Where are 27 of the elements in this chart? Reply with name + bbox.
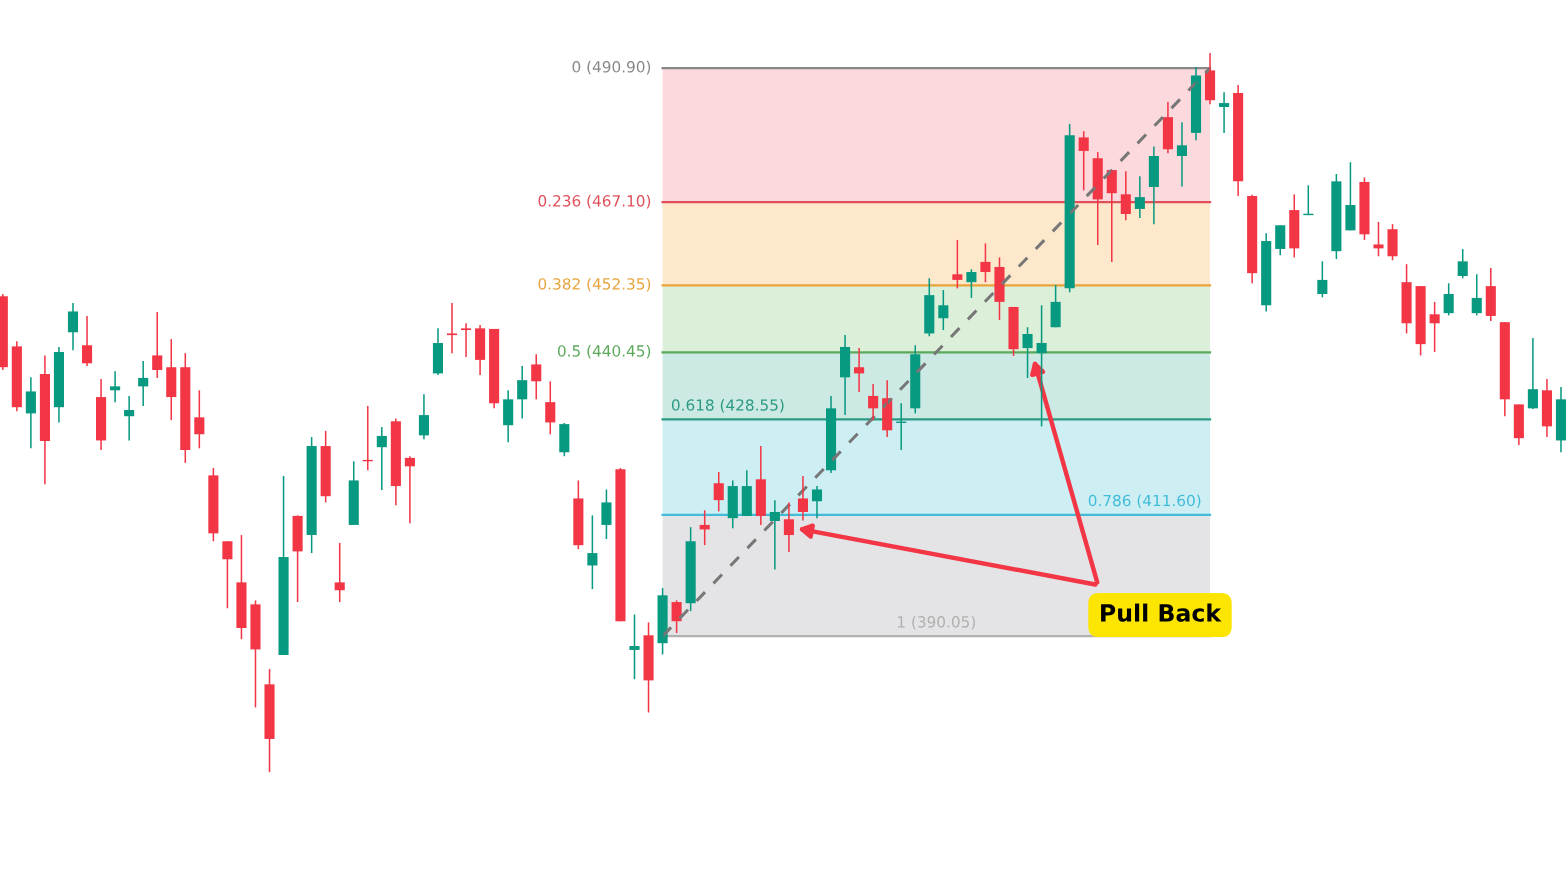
candlestick (601, 488, 612, 540)
candlestick (1359, 176, 1370, 241)
candlestick (334, 542, 345, 603)
candlestick (1022, 326, 1033, 379)
candlestick (1387, 223, 1398, 261)
candlestick (264, 668, 275, 773)
candlestick (1373, 221, 1384, 258)
candlestick (615, 467, 626, 622)
ref-line-label: 0.5 (440.45) (557, 344, 651, 359)
ref-line-label: 0.382 (452.35) (538, 277, 651, 292)
candlestick (446, 302, 458, 354)
candlestick (643, 621, 654, 714)
ref-line-label: 0.786 (411.60) (1088, 494, 1201, 509)
candlestick (629, 613, 640, 681)
ref-line-label: 0.618 (428.55) (671, 398, 784, 413)
candlestick (952, 239, 963, 290)
candlestick (460, 322, 472, 358)
candlestick (236, 534, 247, 641)
candlestick (1008, 306, 1019, 357)
ref-line-label: 0 (490.90) (572, 60, 651, 75)
annotation: Pull Back (1101, 603, 1222, 622)
candlestick (573, 479, 584, 550)
ref-line-label: 0.236 (467.10) (538, 194, 651, 209)
candlestick (994, 256, 1005, 321)
candlestick (1457, 248, 1468, 279)
candlestick (250, 599, 261, 709)
candlestick (1078, 130, 1089, 192)
